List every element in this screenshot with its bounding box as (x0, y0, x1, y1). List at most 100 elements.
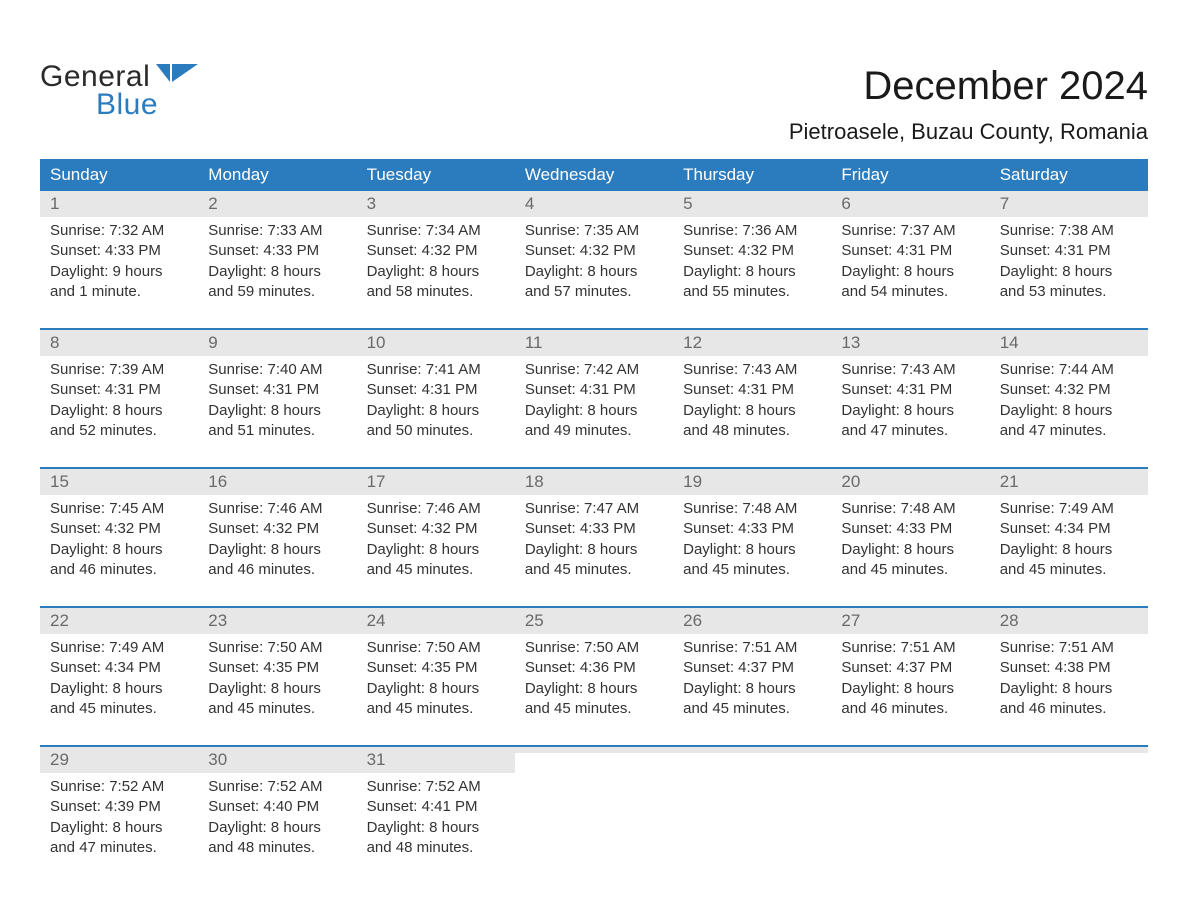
sunset-line: Sunset: 4:32 PM (50, 519, 188, 539)
daylight-line: and 47 minutes. (1000, 421, 1138, 441)
sunset-line: Sunset: 4:32 PM (367, 519, 505, 539)
daylight-line: and 58 minutes. (367, 282, 505, 302)
sunrise-line: Sunrise: 7:48 AM (683, 499, 821, 519)
day-number: 10 (357, 330, 515, 356)
day-number: 29 (40, 747, 198, 773)
day-content: Sunrise: 7:39 AMSunset: 4:31 PMDaylight:… (40, 356, 198, 441)
day-number: 25 (515, 608, 673, 634)
sunset-line: Sunset: 4:31 PM (208, 380, 346, 400)
calendar-day (990, 747, 1148, 858)
weekday-header-row: SundayMondayTuesdayWednesdayThursdayFrid… (40, 159, 1148, 191)
day-number-row: 24 (357, 608, 515, 634)
day-content: Sunrise: 7:52 AMSunset: 4:41 PMDaylight:… (357, 773, 515, 858)
day-number-row: 19 (673, 469, 831, 495)
daylight-line: Daylight: 8 hours (841, 540, 979, 560)
sunrise-line: Sunrise: 7:51 AM (1000, 638, 1138, 658)
day-content: Sunrise: 7:48 AMSunset: 4:33 PMDaylight:… (831, 495, 989, 580)
daylight-line: Daylight: 8 hours (367, 401, 505, 421)
daylight-line: Daylight: 8 hours (683, 540, 821, 560)
day-number-row: 11 (515, 330, 673, 356)
daylight-line: and 53 minutes. (1000, 282, 1138, 302)
calendar-day (831, 747, 989, 858)
sunset-line: Sunset: 4:31 PM (841, 380, 979, 400)
daylight-line: and 45 minutes. (367, 699, 505, 719)
daylight-line: and 45 minutes. (841, 560, 979, 580)
day-number-row: 10 (357, 330, 515, 356)
weekday-header: Monday (198, 159, 356, 191)
sunset-line: Sunset: 4:36 PM (525, 658, 663, 678)
day-number-row: 6 (831, 191, 989, 217)
day-number: 28 (990, 608, 1148, 634)
day-number-row: 8 (40, 330, 198, 356)
sunset-line: Sunset: 4:31 PM (50, 380, 188, 400)
daylight-line: and 55 minutes. (683, 282, 821, 302)
daylight-line: and 50 minutes. (367, 421, 505, 441)
sunset-line: Sunset: 4:33 PM (208, 241, 346, 261)
calendar-week: 22Sunrise: 7:49 AMSunset: 4:34 PMDayligh… (40, 606, 1148, 719)
calendar-day (673, 747, 831, 858)
sunrise-line: Sunrise: 7:33 AM (208, 221, 346, 241)
daylight-line: and 59 minutes. (208, 282, 346, 302)
day-content: Sunrise: 7:50 AMSunset: 4:35 PMDaylight:… (357, 634, 515, 719)
sunrise-line: Sunrise: 7:36 AM (683, 221, 821, 241)
calendar-day: 1Sunrise: 7:32 AMSunset: 4:33 PMDaylight… (40, 191, 198, 302)
day-content: Sunrise: 7:50 AMSunset: 4:35 PMDaylight:… (198, 634, 356, 719)
daylight-line: and 45 minutes. (683, 560, 821, 580)
daylight-line: Daylight: 8 hours (683, 262, 821, 282)
day-content: Sunrise: 7:52 AMSunset: 4:39 PMDaylight:… (40, 773, 198, 858)
daylight-line: and 48 minutes. (208, 838, 346, 858)
day-number: 30 (198, 747, 356, 773)
day-number: 8 (40, 330, 198, 356)
sunrise-line: Sunrise: 7:32 AM (50, 221, 188, 241)
sunrise-line: Sunrise: 7:38 AM (1000, 221, 1138, 241)
sunset-line: Sunset: 4:32 PM (367, 241, 505, 261)
daylight-line: Daylight: 8 hours (1000, 540, 1138, 560)
day-content: Sunrise: 7:49 AMSunset: 4:34 PMDaylight:… (40, 634, 198, 719)
calendar-day: 12Sunrise: 7:43 AMSunset: 4:31 PMDayligh… (673, 330, 831, 441)
page-header: General Blue December 2024 Pietroasele, … (40, 20, 1148, 145)
sunrise-line: Sunrise: 7:45 AM (50, 499, 188, 519)
daylight-line: and 52 minutes. (50, 421, 188, 441)
sunrise-line: Sunrise: 7:51 AM (841, 638, 979, 658)
day-number: 27 (831, 608, 989, 634)
day-number-row: 9 (198, 330, 356, 356)
day-number-row: 26 (673, 608, 831, 634)
calendar-day: 29Sunrise: 7:52 AMSunset: 4:39 PMDayligh… (40, 747, 198, 858)
day-number: 11 (515, 330, 673, 356)
day-number: 31 (357, 747, 515, 773)
sunrise-line: Sunrise: 7:43 AM (841, 360, 979, 380)
daylight-line: and 45 minutes. (208, 699, 346, 719)
calendar-day: 3Sunrise: 7:34 AMSunset: 4:32 PMDaylight… (357, 191, 515, 302)
day-number-row: 25 (515, 608, 673, 634)
day-content: Sunrise: 7:32 AMSunset: 4:33 PMDaylight:… (40, 217, 198, 302)
daylight-line: Daylight: 8 hours (1000, 679, 1138, 699)
daylight-line: and 51 minutes. (208, 421, 346, 441)
calendar-day: 11Sunrise: 7:42 AMSunset: 4:31 PMDayligh… (515, 330, 673, 441)
daylight-line: Daylight: 8 hours (841, 262, 979, 282)
sunset-line: Sunset: 4:31 PM (841, 241, 979, 261)
daylight-line: Daylight: 8 hours (50, 540, 188, 560)
sunrise-line: Sunrise: 7:41 AM (367, 360, 505, 380)
day-number: 15 (40, 469, 198, 495)
day-content: Sunrise: 7:48 AMSunset: 4:33 PMDaylight:… (673, 495, 831, 580)
day-number: 20 (831, 469, 989, 495)
day-content: Sunrise: 7:47 AMSunset: 4:33 PMDaylight:… (515, 495, 673, 580)
calendar-day: 8Sunrise: 7:39 AMSunset: 4:31 PMDaylight… (40, 330, 198, 441)
daylight-line: Daylight: 8 hours (367, 540, 505, 560)
calendar-day: 22Sunrise: 7:49 AMSunset: 4:34 PMDayligh… (40, 608, 198, 719)
sunset-line: Sunset: 4:31 PM (525, 380, 663, 400)
day-number-row: 21 (990, 469, 1148, 495)
calendar-day: 21Sunrise: 7:49 AMSunset: 4:34 PMDayligh… (990, 469, 1148, 580)
month-title: December 2024 (789, 64, 1148, 109)
day-number: 23 (198, 608, 356, 634)
calendar-day: 26Sunrise: 7:51 AMSunset: 4:37 PMDayligh… (673, 608, 831, 719)
calendar-day: 19Sunrise: 7:48 AMSunset: 4:33 PMDayligh… (673, 469, 831, 580)
daylight-line: Daylight: 8 hours (1000, 401, 1138, 421)
sunrise-line: Sunrise: 7:49 AM (1000, 499, 1138, 519)
day-number-row: 30 (198, 747, 356, 773)
day-number-row: 16 (198, 469, 356, 495)
sunset-line: Sunset: 4:33 PM (525, 519, 663, 539)
day-content: Sunrise: 7:44 AMSunset: 4:32 PMDaylight:… (990, 356, 1148, 441)
sunrise-line: Sunrise: 7:39 AM (50, 360, 188, 380)
day-number-row: 3 (357, 191, 515, 217)
